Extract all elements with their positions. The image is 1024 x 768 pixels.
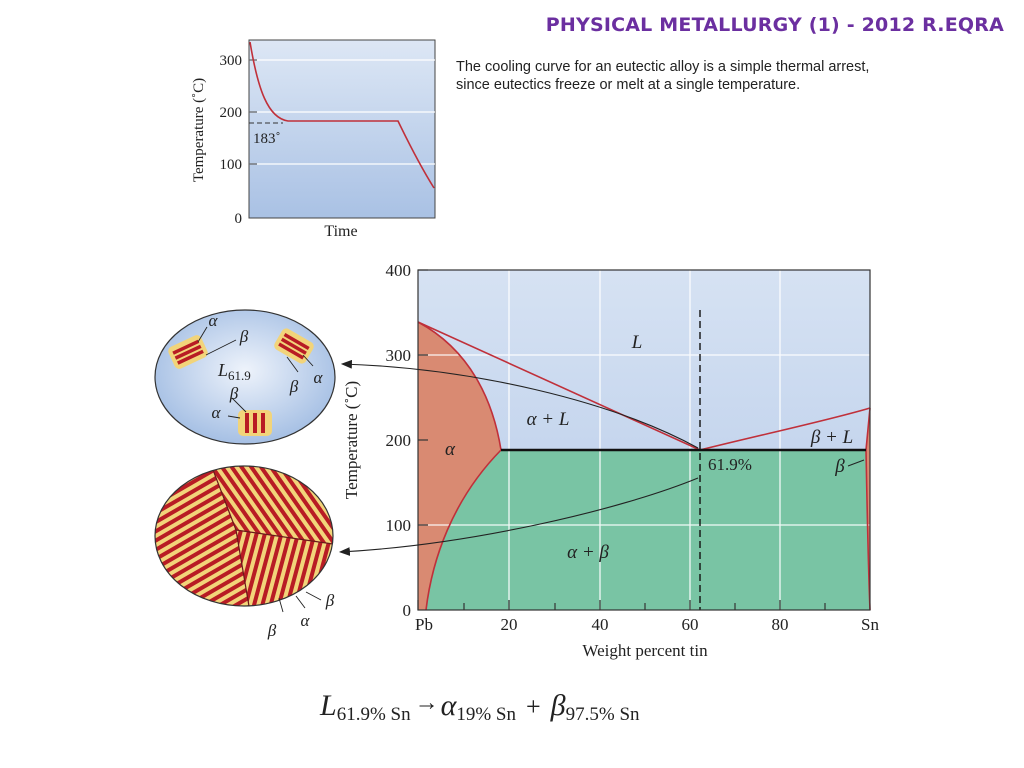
bubble-alpha-2: α	[314, 368, 324, 387]
cooling-ytick-0: 0	[235, 211, 243, 227]
phase-ytick-300: 300	[386, 346, 412, 365]
phase-xtick-sn: Sn	[861, 615, 879, 634]
phase-ytick-100: 100	[386, 516, 412, 535]
eutectic-composition-label: 61.9%	[708, 455, 752, 474]
bubble-alpha-1: α	[209, 311, 219, 330]
arrow-to-eutectic-microstructure	[338, 477, 699, 556]
phase-xtick-pb: Pb	[415, 615, 433, 634]
lamellar-grains	[155, 466, 333, 606]
eutectic-reaction: L61.9% Sn →α19% Sn + β97.5% Sn	[319, 689, 640, 725]
eutectic-beta-1: β	[267, 621, 277, 640]
bubble-alpha-3: α	[212, 403, 222, 422]
eutectic-bubble	[154, 465, 334, 607]
nucleus-1	[168, 335, 208, 369]
phase-xlabel: Weight percent tin	[582, 641, 708, 660]
beta-solidus	[865, 407, 871, 451]
cooling-curve-plot-area	[248, 39, 436, 219]
cooling-xlabel: Time	[324, 223, 357, 240]
beta-liquidus	[699, 407, 871, 451]
cooling-ytick-100: 100	[220, 157, 243, 173]
phase-ticks	[417, 269, 826, 610]
beta-solvus	[865, 449, 871, 611]
cooling-ytick-300: 300	[220, 53, 243, 69]
cooling-curve-chart: 0 100 200 300 183˚ Time Temperature (˚C)	[191, 39, 436, 240]
beta-leader-line	[847, 459, 865, 467]
eutectic-alpha: α	[301, 611, 311, 630]
cooling-curve-caption: The cooling curve for an eutectic alloy …	[456, 59, 870, 93]
phase-ytick-400: 400	[386, 261, 412, 280]
label-alpha: α	[445, 439, 456, 460]
eutectic-leader-lines	[278, 591, 322, 613]
alpha-beta-region	[426, 450, 870, 610]
phase-xtick-80: 80	[772, 615, 789, 634]
alpha-liquidus	[417, 321, 701, 451]
phase-xtick-60: 60	[682, 615, 699, 634]
bubble-beta-1: β	[239, 327, 249, 346]
reaction-equation: L61.9% Sn →α19% Sn + β97.5% Sn	[319, 689, 640, 725]
eutectic-microstructure: β α β	[154, 465, 335, 640]
arrow-to-liquid-microstructure	[340, 359, 699, 449]
label-alpha-plus-beta: α + β	[567, 542, 609, 563]
bubble-beta-3: β	[229, 384, 239, 403]
alpha-region	[418, 322, 501, 610]
phase-xtick-40: 40	[592, 615, 609, 634]
phase-gridlines	[418, 270, 870, 610]
microstructure-leader-lines	[197, 326, 314, 419]
phase-xtick-20: 20	[501, 615, 518, 634]
cooling-curve-line	[249, 41, 435, 189]
label-beta-plus-liquid: β + L	[810, 427, 853, 448]
label-alpha-plus-liquid: α + L	[527, 409, 570, 430]
phase-ytick-200: 200	[386, 431, 412, 450]
nucleus-2	[274, 328, 314, 364]
eutectic-beta-2: β	[325, 591, 335, 610]
label-liquid: L	[631, 332, 643, 353]
bubble-liquid-label: L61.9	[217, 360, 251, 383]
bubble-beta-2: β	[289, 377, 299, 396]
phase-ytick-0: 0	[403, 601, 412, 620]
arrest-temperature-label: 183˚	[253, 131, 281, 147]
liquid-microstructure: α β L61.9 β α β α	[154, 309, 336, 445]
cooling-ytick-200: 200	[220, 105, 243, 121]
phase-ylabel: Temperature (˚C)	[342, 381, 361, 499]
slide-header: PHYSICAL METALLURGY (1) - 2012 R.EQRA	[545, 14, 1004, 36]
phase-diagram: 0 100 200 300 400 Pb 20 40 60 80 Sn Weig…	[338, 261, 879, 660]
cooling-ylabel: Temperature (˚C)	[191, 78, 207, 182]
label-beta: β	[834, 456, 845, 477]
alpha-solvus	[425, 449, 502, 611]
nucleus-3	[238, 410, 272, 436]
